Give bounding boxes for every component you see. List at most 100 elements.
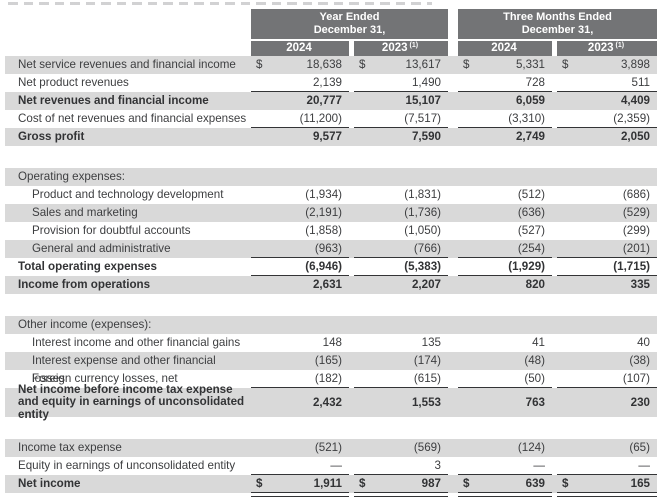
cell-year-ended-2023: (1,050) (354, 222, 448, 240)
cell-value: (2,359) (613, 111, 650, 125)
cell-year-ended-2023: (569) (354, 439, 448, 457)
cell-value: (107) (622, 371, 650, 385)
table-row: Net revenues and financial income 20,777… (5, 92, 657, 110)
cell-three-months-2023: (686) (557, 186, 657, 204)
cell-value: 9,577 (312, 130, 342, 143)
dollar-sign: $ (256, 476, 263, 490)
cell-year-ended-2023: (7,517) (354, 110, 448, 128)
cell-value: (174) (413, 354, 441, 367)
cell-value: 1,490 (411, 75, 441, 89)
row-label: Other income (expenses): (18, 318, 152, 331)
cell-year-ended-2023: $ 987 (354, 475, 448, 497)
cell-value: 1,911 (313, 476, 342, 490)
cell-value: (529) (622, 206, 650, 219)
cell-value: — (533, 458, 545, 472)
row-label: Interest expense and other financial los… (32, 354, 216, 385)
cell-three-months-2024: 728 (458, 74, 552, 92)
cell-year-ended-2024 (251, 168, 349, 186)
cell-year-ended-2024: 2,631 (251, 276, 349, 294)
cell-year-ended-2024: 2,432 (251, 388, 349, 417)
cell-value: (963) (314, 241, 342, 255)
cell-value: (1,934) (305, 188, 342, 201)
cell-year-ended-2023: (5,383) (354, 258, 448, 276)
row-label: Interest income and other financial gain… (32, 336, 241, 349)
cell-value: 230 (630, 395, 650, 409)
cell-year-ended-2024: $ 18,638 (251, 56, 349, 74)
table-row: Other income (expenses): (5, 316, 657, 334)
cell-year-ended-2023: 1,490 (354, 74, 448, 92)
cell-value: (569) (413, 441, 441, 454)
row-label: Sales and marketing (32, 206, 138, 219)
period-title-line: December 31, (313, 24, 386, 36)
table-row: Provision for doubtful accounts (1,858) … (5, 222, 657, 240)
period-header-three-months-ended: Three Months Ended December 31, (458, 9, 657, 39)
table-row: Income from operations 2,631 2,207 820 3… (5, 276, 657, 294)
cell-value: 6,059 (515, 94, 545, 107)
cell-three-months-2023: 230 (557, 388, 657, 417)
cell-value: (201) (622, 241, 650, 255)
table-body: Net service revenues and financial incom… (5, 56, 657, 497)
cell-value: (2,191) (305, 206, 342, 219)
section-gap (5, 294, 657, 316)
cell-year-ended-2023: (1,736) (354, 204, 448, 222)
clipped-text-top (8, 2, 432, 5)
cell-year-ended-2023: (615) (354, 370, 448, 388)
cell-year-ended-2024: (1,858) (251, 222, 349, 240)
row-label: Gross profit (18, 130, 85, 143)
cell-three-months-2024: (636) (458, 204, 552, 222)
cell-three-months-2023: (201) (557, 240, 657, 258)
row-label: Operating expenses: (18, 170, 125, 183)
year-header-row: 2024 2023 (1) 2024 2023 (1) (5, 41, 657, 56)
cell-three-months-2024: (527) (458, 222, 552, 240)
dollar-sign: $ (256, 58, 263, 71)
cell-value: 13,617 (405, 58, 441, 71)
cell-value: 15,107 (405, 94, 441, 107)
cell-value: (1,050) (404, 224, 441, 237)
cell-year-ended-2023: 3 (354, 457, 448, 475)
table-row: Net product revenues 2,139 1,490 728 511 (5, 74, 657, 92)
year-label: 2024 (491, 42, 517, 54)
cell-value: (521) (314, 441, 342, 454)
table-row: Income tax expense (521) (569) (124) (65… (5, 439, 657, 457)
cell-three-months-2023: (529) (557, 204, 657, 222)
cell-year-ended-2024: (165) (251, 352, 349, 370)
cell-three-months-2023: (2,359) (557, 110, 657, 128)
cell-year-ended-2023: $ 13,617 (354, 56, 448, 74)
cell-value: 2,207 (411, 278, 441, 291)
cell-value: 3 (434, 458, 441, 472)
cell-value: 1,553 (411, 395, 441, 409)
table-row: Net income $ 1,911 $ 987 $ 639 $ 165 (5, 475, 657, 497)
cell-value: 40 (637, 336, 650, 349)
cell-three-months-2023: (65) (557, 439, 657, 457)
cell-value: 7,590 (411, 130, 441, 143)
cell-value: — (638, 458, 650, 472)
cell-year-ended-2023: 1,553 (354, 388, 448, 417)
row-label: Net income (18, 477, 81, 490)
cell-value: 987 (421, 476, 441, 490)
cell-year-ended-2024: (521) (251, 439, 349, 457)
cell-year-ended-2023: (174) (354, 352, 448, 370)
cell-value: (65) (629, 441, 650, 454)
cell-three-months-2023: 2,050 (557, 128, 657, 146)
cell-value: (50) (524, 371, 545, 385)
cell-value: (1,736) (404, 206, 441, 219)
cell-three-months-2024: (512) (458, 186, 552, 204)
table-row: Operating expenses: (5, 168, 657, 186)
cell-value: 335 (630, 278, 650, 291)
cell-three-months-2024: 6,059 (458, 92, 552, 110)
table-row: Sales and marketing (2,191) (1,736) (636… (5, 204, 657, 222)
dollar-sign: $ (562, 58, 569, 71)
dollar-sign: $ (463, 476, 470, 490)
row-label: Total operating expenses (18, 260, 157, 273)
cell-year-ended-2024: — (251, 457, 349, 475)
cell-value: (254) (517, 241, 545, 255)
cell-year-ended-2023 (354, 316, 448, 334)
cell-value: 41 (532, 336, 545, 349)
table-row: Product and technology development (1,93… (5, 186, 657, 204)
cell-year-ended-2023: (1,831) (354, 186, 448, 204)
empty-header-cell (5, 9, 251, 39)
cell-value: 763 (525, 395, 545, 409)
cell-year-ended-2024: 2,139 (251, 74, 349, 92)
cell-three-months-2023 (557, 168, 657, 186)
